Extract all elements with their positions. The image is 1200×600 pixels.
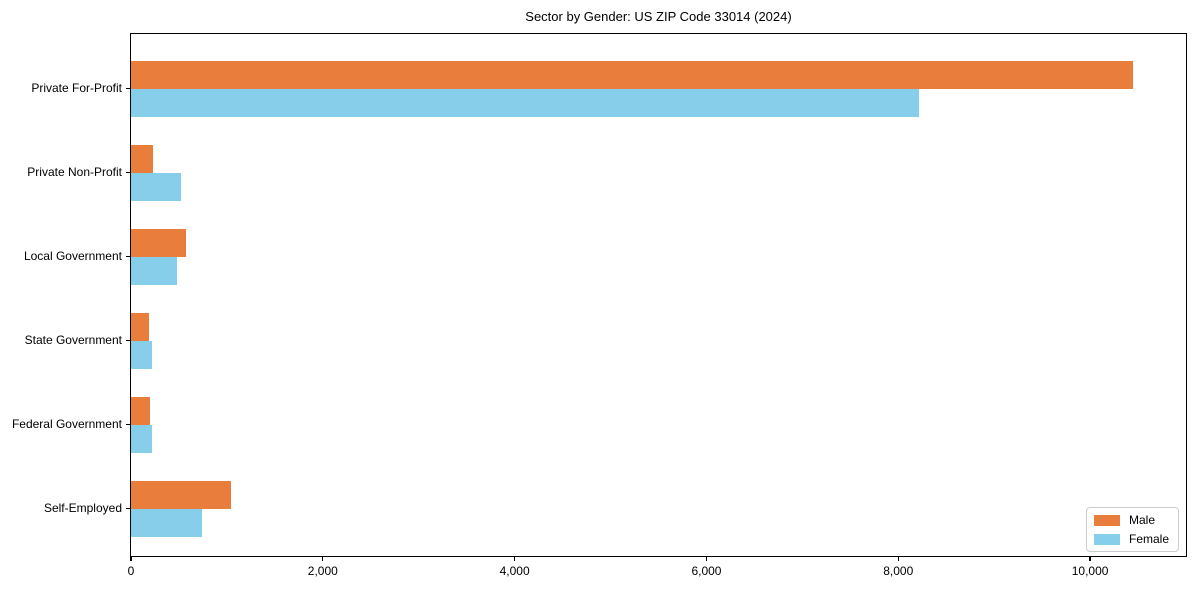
y-tick-mark	[126, 424, 130, 426]
y-axis-label: Federal Government	[11, 417, 122, 431]
x-tick-mark	[514, 557, 516, 561]
legend-swatch-female	[1093, 533, 1120, 545]
bar-female-5	[131, 509, 202, 537]
x-tick-label: 10,000	[1071, 564, 1109, 578]
legend: Male Female	[1085, 507, 1179, 552]
bar-male-4	[131, 397, 151, 425]
y-tick-mark	[126, 172, 130, 174]
x-tick-label: 4,000	[499, 564, 530, 578]
y-axis-label: Local Government	[23, 249, 122, 263]
chart-title: Sector by Gender: US ZIP Code 33014 (202…	[525, 9, 792, 24]
bar-female-3	[131, 341, 152, 369]
y-axis-label: Self-Employed	[43, 501, 122, 515]
y-axis-label: Private For-Profit	[31, 81, 122, 95]
legend-label: Male	[1128, 513, 1155, 527]
y-tick-mark	[126, 340, 130, 342]
x-tick-label: 8,000	[883, 564, 914, 578]
bar-male-0	[131, 61, 1134, 89]
x-tick-mark	[130, 557, 132, 561]
bar-male-2	[131, 229, 186, 257]
y-axis-label: State Government	[24, 333, 122, 347]
bar-male-1	[131, 145, 154, 173]
x-tick-mark	[322, 557, 324, 561]
legend-entry-female: Female	[1093, 532, 1169, 546]
bar-male-5	[131, 481, 231, 509]
y-tick-mark	[126, 88, 130, 90]
y-tick-mark	[126, 256, 130, 258]
plot-area: Male Female	[130, 33, 1187, 557]
x-tick-mark	[1089, 557, 1091, 561]
bar-female-1	[131, 173, 181, 201]
x-tick-mark	[897, 557, 899, 561]
y-axis-label: Private Non-Profit	[27, 165, 122, 179]
x-tick-label: 0	[127, 564, 135, 578]
bar-female-0	[131, 89, 920, 117]
bar-female-2	[131, 257, 178, 285]
x-tick-label: 6,000	[691, 564, 722, 578]
x-tick-mark	[705, 557, 708, 561]
legend-label: Female	[1128, 532, 1169, 546]
legend-swatch-male	[1093, 514, 1120, 526]
y-tick-mark	[126, 508, 130, 510]
x-tick-label: 2,000	[307, 564, 338, 578]
legend-entry-male: Male	[1093, 513, 1169, 527]
bar-female-4	[131, 425, 153, 453]
bar-male-3	[131, 313, 149, 341]
